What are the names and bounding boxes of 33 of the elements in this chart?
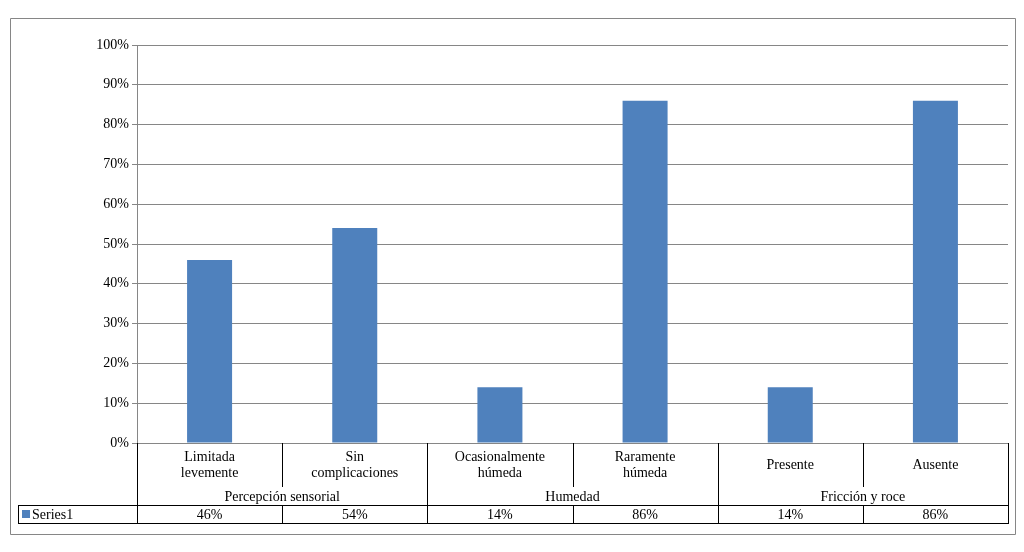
y-tick-label: 80%	[103, 116, 130, 132]
y-tick-label: 10%	[103, 394, 130, 410]
x-tick-label: Raramente húmeda	[614, 448, 676, 480]
x-tick-label: Limitada levemente	[180, 448, 239, 480]
y-tick-label: 30%	[103, 315, 130, 331]
text: Fricción y roce	[820, 488, 906, 504]
y-tick-label: 60%	[103, 195, 130, 211]
y-tick-label: 20%	[103, 355, 130, 371]
y-tick-label: 0%	[110, 434, 130, 450]
y-tick-label: 100%	[96, 36, 130, 52]
bar	[187, 259, 233, 443]
bar	[332, 228, 378, 443]
data-label: 86%	[922, 506, 949, 522]
data-label: 14%	[487, 506, 514, 522]
x-tick-label: Sin complicaciones	[311, 448, 399, 480]
data-label: 46%	[196, 506, 223, 522]
y-tick-label: 90%	[103, 76, 130, 92]
bar	[477, 387, 523, 443]
bar	[767, 387, 813, 443]
text: Humedad	[545, 488, 600, 504]
x-tick-label: Ocasionalmente húmeda	[454, 448, 546, 480]
x-tick-label: Ausente	[912, 456, 959, 472]
y-tick-label: 40%	[103, 275, 130, 291]
data-label: 14%	[777, 506, 804, 522]
y-tick-label: 70%	[103, 156, 130, 172]
bar	[622, 100, 668, 443]
data-label: 86%	[632, 506, 659, 522]
y-tick-label: 50%	[103, 235, 130, 251]
bar	[912, 100, 958, 443]
text: Percepción sensorial	[224, 488, 340, 504]
legend-label: Series1	[32, 506, 74, 522]
x-tick-label: Presente	[766, 456, 814, 472]
data-label: 54%	[341, 506, 368, 522]
